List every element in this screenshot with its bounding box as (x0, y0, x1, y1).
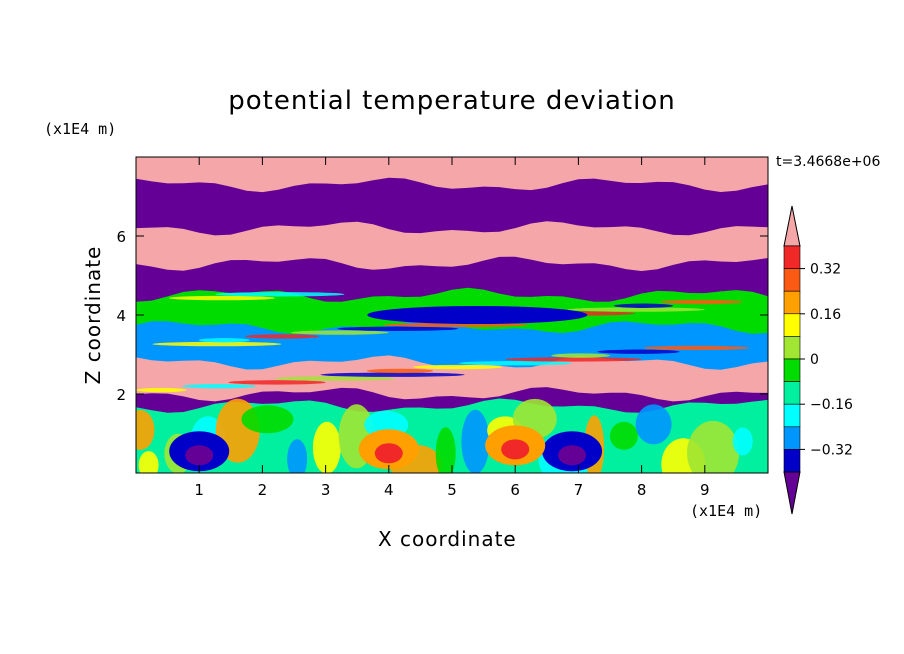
colorbar-bin (783, 268, 801, 292)
contour-cell (287, 439, 308, 473)
contour-streak (198, 338, 250, 343)
x-axis-label: X coordinate (378, 527, 517, 551)
contour-cell (241, 405, 294, 434)
y-tick-label: 4 (116, 307, 126, 325)
x-tick-label: 2 (258, 481, 268, 499)
contour-cell (136, 409, 155, 450)
x-tick-label: 3 (321, 481, 331, 499)
colorbar-bin (783, 381, 801, 405)
colorbar-bin (783, 245, 801, 269)
colorbar-tick-label: 0.16 (810, 307, 841, 323)
colorbar-tick-label: 0.32 (810, 262, 841, 278)
contour-streak (551, 353, 610, 358)
contour-cell (138, 451, 159, 473)
colorbar-bin (783, 403, 801, 428)
contour-streak (152, 341, 282, 347)
contour-streak (320, 372, 465, 377)
contour-feature-core (185, 445, 214, 466)
colorbar-tick-label: −0.32 (810, 442, 853, 458)
x-tick-label: 8 (637, 481, 647, 499)
contour-streak (412, 364, 503, 370)
contour-streak (168, 295, 276, 301)
colorbar-bin (783, 358, 801, 382)
z-axis-unit: (x1E4 m) (44, 120, 117, 138)
contour-streak (182, 384, 257, 389)
y-tick-label: 6 (116, 228, 126, 246)
colorbar-bin (783, 426, 801, 450)
contour-cell (687, 420, 740, 473)
contour-streak (613, 303, 674, 308)
axes: 1 2 3 4 5 6 7 8 9 2 4 6 (116, 157, 768, 499)
x-tick-label: 4 (384, 481, 394, 499)
y-tick-label: 2 (116, 386, 126, 404)
x-axis-unit: (x1E4 m) (690, 502, 763, 520)
contour-streak (228, 380, 326, 385)
colorbar-bin (783, 449, 801, 473)
contour-feature (367, 306, 588, 324)
contour-streak (597, 349, 680, 354)
contour-streak (458, 361, 573, 366)
colorbar-extend-top (783, 205, 801, 247)
contour-cell (312, 421, 341, 473)
contour-streak (505, 357, 642, 362)
x-tick-label: 6 (510, 481, 520, 499)
y-axis-label: Z coordinate (81, 245, 105, 385)
colorbar-bin (783, 336, 801, 360)
contour-streak (643, 345, 750, 351)
colorbar-tick-label: −0.16 (810, 397, 853, 413)
contour-cell (435, 427, 456, 473)
colorbar-tick-label: 0 (810, 352, 819, 368)
colorbar-bin (783, 290, 801, 315)
x-tick-label: 1 (194, 481, 204, 499)
contour-streak (136, 387, 187, 393)
contour-cell (635, 404, 672, 445)
contour-streak (274, 376, 396, 381)
colorbar-extend-bottom (783, 471, 801, 515)
contour-streak (366, 368, 434, 374)
contour-cell (461, 409, 490, 473)
x-tick-label: 7 (574, 481, 584, 499)
contour-streak (290, 330, 389, 335)
colorbar-bin (783, 313, 801, 337)
contour-plot (136, 157, 768, 473)
contour-streak (336, 326, 459, 331)
contour-feature-core (501, 439, 530, 460)
contour-cell (732, 427, 753, 456)
contour-streak (659, 299, 743, 305)
time-label: t=3.4668e+06 (776, 154, 881, 170)
contour-streak (215, 292, 345, 297)
x-tick-label: 9 (700, 481, 710, 499)
contour-cell (609, 421, 638, 450)
contour-streak (244, 334, 320, 339)
contour-feature-core (374, 443, 403, 464)
colorbar: 0.32 0.16 0 −0.16 −0.32 (783, 205, 853, 515)
contour-feature-core (558, 445, 587, 466)
chart-title: potential temperature deviation (228, 86, 676, 116)
contour-streak (567, 307, 705, 312)
x-tick-label: 5 (447, 481, 457, 499)
